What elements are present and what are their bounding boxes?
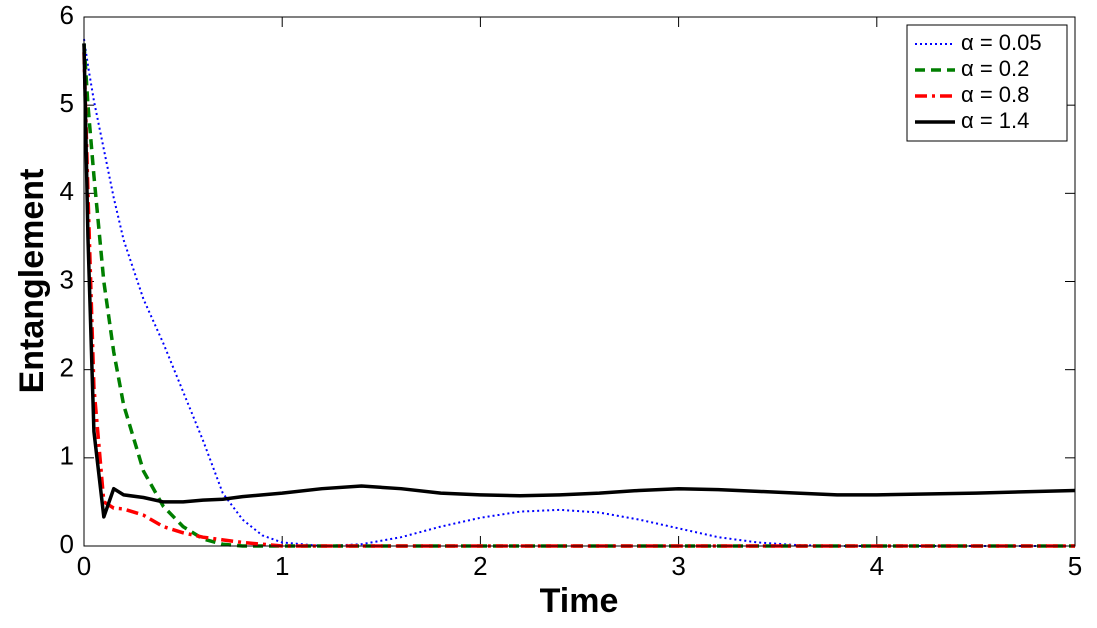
y-tick-label: 0: [60, 529, 74, 559]
legend-label: α = 0.2: [961, 56, 1029, 81]
x-axis-label: Time: [540, 582, 619, 620]
legend-label: α = 1.4: [961, 108, 1029, 133]
plot-frame: [83, 16, 1076, 547]
x-tick-label: 4: [870, 551, 884, 581]
y-tick-label: 3: [60, 264, 74, 294]
y-tick-label: 5: [60, 88, 74, 118]
y-tick-label: 1: [60, 441, 74, 471]
series-line: [83, 38, 1075, 547]
y-tick-label: 4: [60, 176, 74, 206]
x-tick-label: 5: [1068, 551, 1082, 581]
x-tick-label: 3: [671, 551, 685, 581]
y-tick-label: 6: [60, 0, 74, 30]
legend-label: α = 0.05: [961, 30, 1042, 55]
series-line: [82, 43, 1076, 519]
y-axis-label: Entanglement: [13, 169, 51, 394]
x-tick-label: 0: [77, 551, 91, 581]
legend-label: α = 0.8: [961, 82, 1029, 107]
x-tick-label: 1: [275, 551, 289, 581]
y-tick-label: 2: [60, 353, 74, 383]
x-tick-label: 2: [473, 551, 487, 581]
